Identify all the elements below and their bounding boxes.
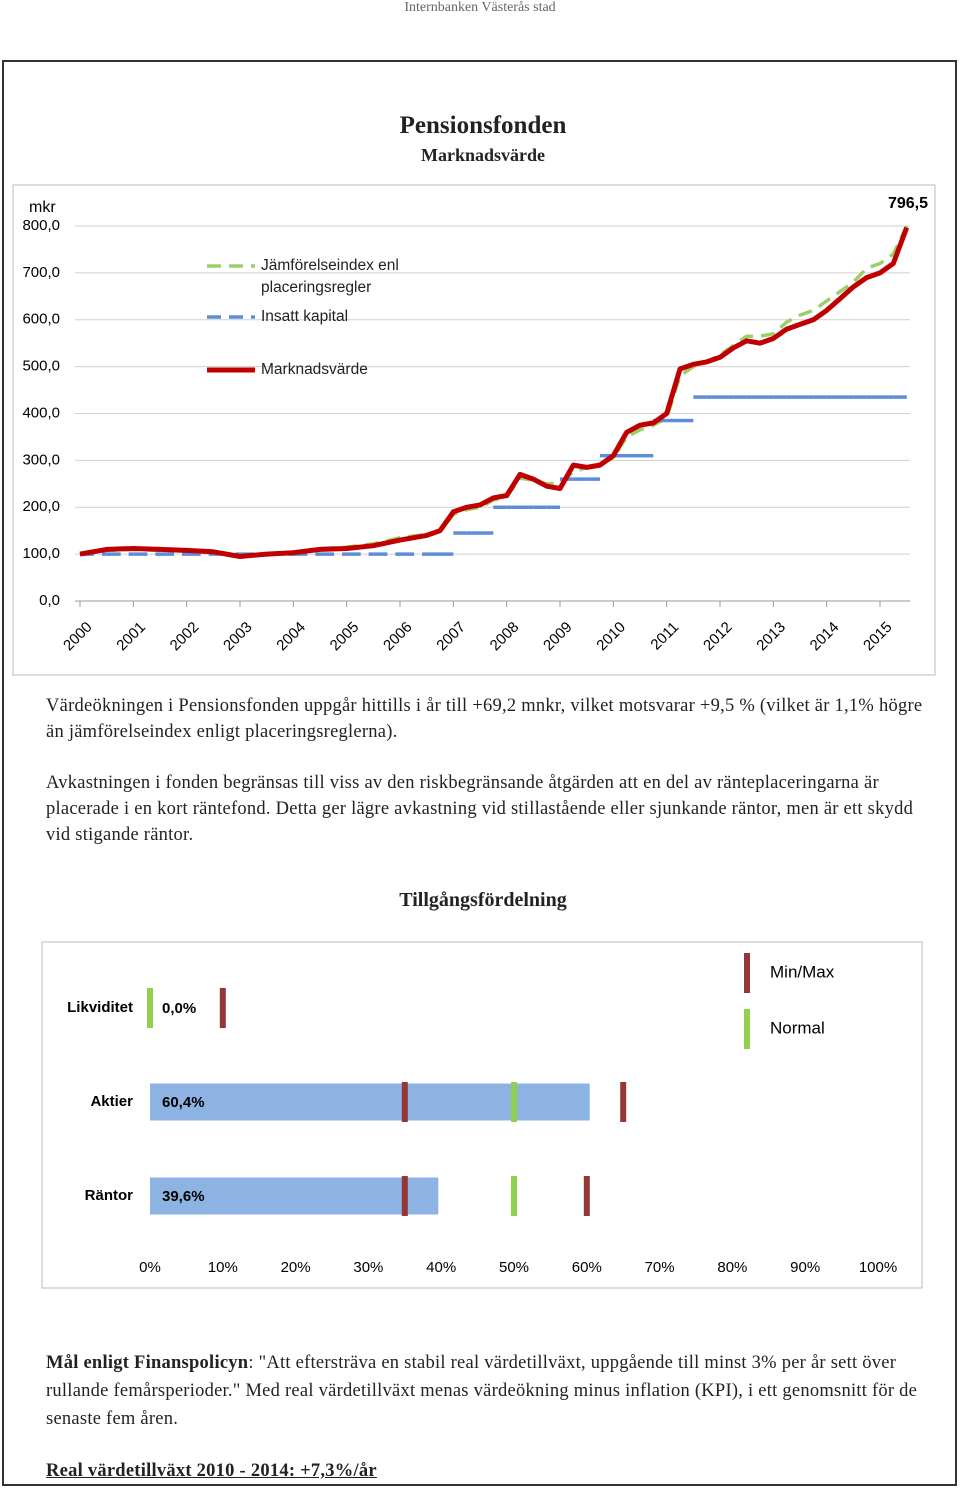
marker — [219, 988, 226, 1028]
x-tick-label: 10% — [208, 1259, 238, 1276]
line-chart-frame — [12, 184, 936, 676]
marker — [583, 1176, 590, 1216]
chart-title: Pensionsfonden — [399, 112, 567, 139]
y-tick-label: 500,0 — [22, 358, 60, 375]
x-tick-label: 2013 — [753, 619, 789, 655]
x-tick-label: 40% — [426, 1259, 456, 1276]
y-tick-label: 800,0 — [22, 217, 60, 234]
x-tick-label: 2008 — [487, 619, 523, 655]
goal-label: Mål enligt Finanspolicyn — [46, 1353, 249, 1373]
category-label: Likviditet — [67, 999, 133, 1016]
x-tick-label: 2010 — [593, 619, 629, 655]
x-tick-label: 20% — [281, 1259, 311, 1276]
marker — [401, 1082, 408, 1122]
legend-swatch — [744, 953, 750, 993]
marker — [401, 1176, 408, 1216]
x-tick-label: 80% — [717, 1259, 747, 1276]
category-label: Aktier — [90, 1093, 133, 1110]
y-tick-label: 100,0 — [22, 545, 60, 562]
x-tick-label: 100% — [859, 1259, 897, 1276]
x-tick-label: 30% — [353, 1259, 383, 1276]
legend-label: Jämförelseindex enl placeringsregler — [261, 257, 399, 296]
x-tick-label: 2003 — [220, 619, 256, 655]
series-line — [79, 225, 909, 558]
header: Internbanken Västerås stad — [404, 0, 556, 15]
y-tick-label: 400,0 — [22, 404, 60, 421]
marker — [147, 988, 153, 1028]
annotation: 796,5 — [887, 195, 928, 212]
y-tick-label: 600,0 — [22, 311, 60, 328]
x-tick-label: 2015 — [860, 619, 896, 655]
paragraph: Värdeökningen i Pensionsfonden uppgår hi… — [46, 696, 923, 742]
x-tick-label: 2011 — [647, 619, 682, 654]
category-label: Räntor — [85, 1187, 133, 1204]
x-tick-label: 0% — [139, 1259, 161, 1276]
result: Real värdetillväxt 2010 - 2014: +7,3%/år — [46, 1461, 377, 1481]
bar — [150, 1083, 590, 1121]
x-tick-label: 90% — [790, 1259, 820, 1276]
series-line — [79, 226, 910, 559]
marker — [620, 1082, 627, 1122]
x-tick-label: 2001 — [113, 619, 149, 655]
marker — [511, 1176, 517, 1216]
chart-subtitle: Marknadsvärde — [420, 145, 545, 165]
x-tick-label: 2000 — [60, 619, 96, 655]
bar-chart-frame — [41, 941, 923, 1289]
y-tick-label: 700,0 — [22, 264, 60, 281]
x-tick-label: 2002 — [167, 619, 203, 655]
y-tick-label: 300,0 — [22, 451, 60, 468]
y-tick-label: 200,0 — [22, 498, 60, 515]
legend-swatch — [744, 1009, 750, 1049]
x-tick-label: 2009 — [540, 619, 576, 655]
legend-label: Insatt kapital — [261, 308, 349, 325]
x-tick-label: 2006 — [380, 619, 416, 655]
goal: Mål enligt Finanspolicyn: "Att eftersträ… — [46, 1349, 926, 1433]
legend-label: Normal — [770, 1018, 825, 1037]
x-tick-label: 2014 — [807, 619, 843, 655]
legend-label: Min/Max — [770, 962, 835, 981]
bar-chart-title: Tillgångsfördelning — [399, 889, 567, 911]
value-label: 60,4% — [162, 1094, 205, 1111]
x-tick-label: 2007 — [433, 619, 469, 655]
goal-text: : "Att eftersträva en stabil real värdet… — [46, 1353, 918, 1429]
value-label: 39,6% — [162, 1188, 205, 1205]
x-tick-label: 2005 — [327, 619, 363, 655]
x-tick-label: 2012 — [700, 619, 736, 655]
page-frame — [2, 60, 957, 1486]
marker — [511, 1082, 517, 1122]
y-axis-label: mkr — [29, 199, 56, 216]
x-tick-label: 2004 — [273, 619, 309, 655]
y-tick-label: 0,0 — [39, 592, 60, 609]
x-tick-label: 70% — [645, 1259, 675, 1276]
value-label: 0,0% — [162, 1000, 196, 1017]
x-tick-label: 50% — [499, 1259, 529, 1276]
legend-label: Marknadsvärde — [261, 361, 368, 378]
x-tick-label: 60% — [572, 1259, 602, 1276]
bar — [150, 1177, 439, 1215]
paragraph: Avkastningen i fonden begränsas till vis… — [46, 773, 914, 845]
